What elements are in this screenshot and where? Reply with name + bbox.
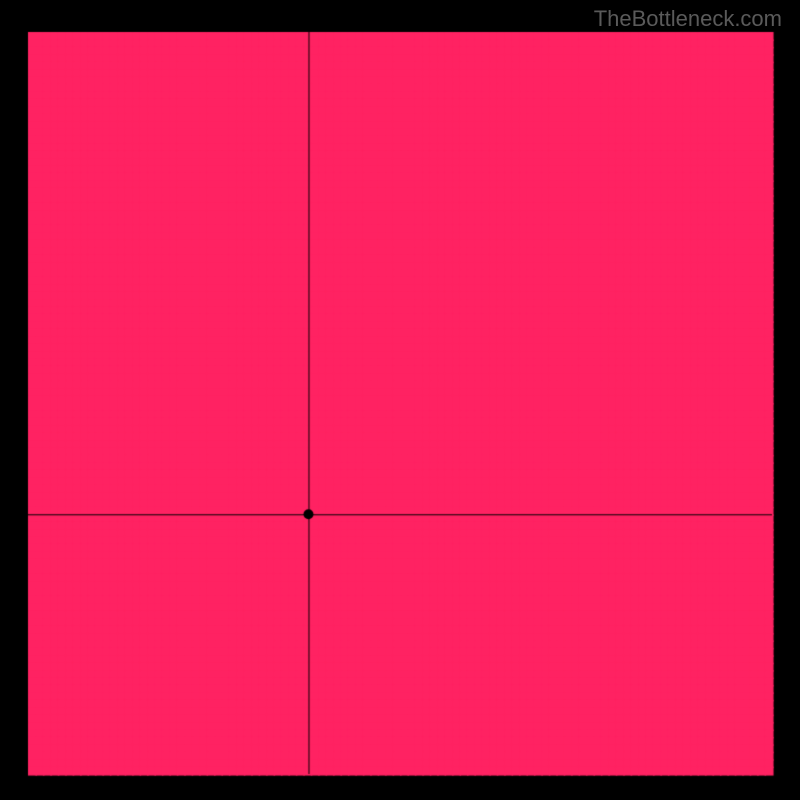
watermark-text: TheBottleneck.com [594, 6, 782, 32]
bottleneck-heatmap [0, 0, 800, 800]
